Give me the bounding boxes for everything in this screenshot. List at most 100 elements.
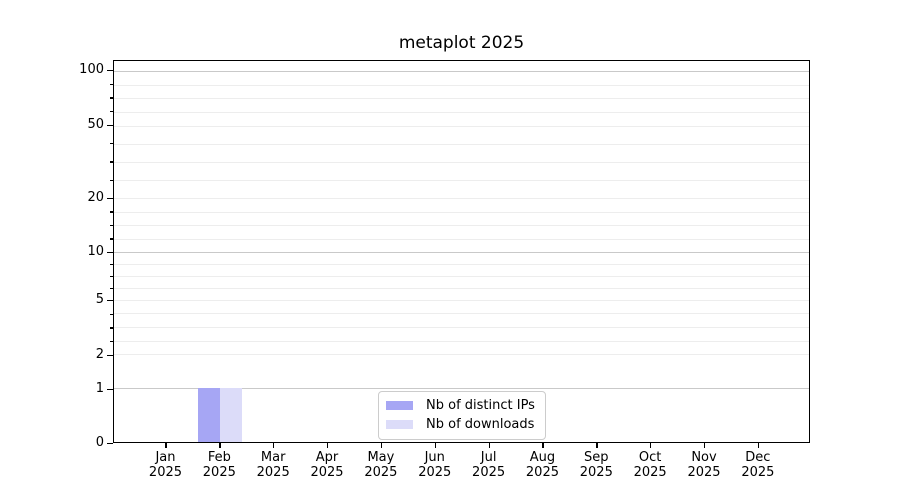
y-tick-mark — [107, 197, 113, 200]
y-minor-gridline — [114, 111, 809, 113]
x-tick-mark — [488, 443, 490, 448]
y-minor-gridline — [114, 238, 809, 240]
x-tick-year: 2025 — [741, 465, 775, 480]
y-minor-gridline — [114, 211, 809, 213]
legend-label: Nb of downloads — [426, 417, 535, 432]
y-tick-label: 1 — [95, 380, 104, 396]
y-minor-gridline — [114, 161, 809, 163]
y-minor-tick-mark — [110, 97, 113, 99]
x-tick-year: 2025 — [256, 465, 290, 480]
y-gridline — [114, 125, 809, 127]
x-tick-year: 2025 — [687, 465, 721, 480]
legend-label: Nb of distinct IPs — [426, 398, 535, 413]
y-tick-mark — [107, 299, 113, 302]
y-minor-tick-mark — [110, 211, 113, 213]
y-tick-mark — [107, 354, 113, 357]
y-minor-tick-mark — [110, 161, 113, 163]
y-tick-mark — [107, 251, 113, 254]
x-tick-mark — [327, 443, 329, 448]
y-minor-tick-mark — [110, 224, 113, 227]
y-minor-gridline — [114, 275, 809, 277]
y-minor-gridline — [114, 225, 809, 227]
y-minor-gridline — [114, 340, 809, 342]
y-minor-tick-mark — [110, 287, 113, 290]
bar-nb-of-downloads — [220, 388, 243, 442]
y-minor-tick-mark — [110, 327, 113, 329]
x-tick-label: Nov 2025 — [672, 450, 736, 480]
x-tick-mark — [165, 443, 167, 448]
y-minor-tick-mark — [110, 143, 113, 145]
legend-row: Nb of distinct IPs — [386, 396, 535, 415]
x-tick-mark — [704, 443, 706, 448]
y-tick-label: 100 — [79, 61, 104, 77]
bar-nb-of-distinct-ips — [198, 388, 221, 442]
x-tick-year: 2025 — [525, 465, 559, 480]
y-minor-gridline — [114, 313, 809, 315]
y-tick-mark — [107, 388, 113, 391]
y-tick-label: 2 — [95, 346, 104, 362]
legend: Nb of distinct IPs Nb of downloads — [378, 391, 546, 440]
x-tick-mark — [542, 443, 544, 448]
y-gridline — [114, 251, 809, 253]
y-tick-label: 50 — [87, 116, 104, 132]
y-tick-label: 0 — [95, 435, 104, 450]
x-tick-label: Jul 2025 — [457, 450, 521, 480]
x-tick-year: 2025 — [202, 465, 236, 480]
x-tick-label: May 2025 — [349, 450, 413, 480]
x-tick-mark — [596, 443, 598, 448]
x-tick-mark — [219, 443, 221, 448]
y-minor-gridline — [114, 98, 809, 100]
x-tick-mark — [650, 443, 652, 448]
y-gridline — [114, 198, 809, 200]
x-tick-year: 2025 — [364, 465, 398, 480]
y-tick-label: 20 — [87, 189, 104, 205]
y-tick-mark — [107, 69, 113, 72]
y-minor-tick-mark — [110, 238, 113, 240]
y-minor-tick-mark — [110, 275, 113, 278]
y-minor-gridline — [114, 327, 809, 329]
y-minor-tick-mark — [110, 263, 113, 266]
x-tick-label: Aug 2025 — [510, 450, 574, 480]
x-tick-year: 2025 — [579, 465, 613, 480]
x-tick-year: 2025 — [418, 465, 452, 480]
y-minor-tick-mark — [110, 179, 113, 181]
y-gridline — [114, 70, 809, 72]
x-tick-label: Feb 2025 — [187, 450, 251, 480]
x-tick-mark — [273, 443, 275, 448]
x-tick-label: Dec 2025 — [726, 450, 790, 480]
plot-area: Nb of distinct IPs Nb of downloads — [113, 60, 810, 443]
y-minor-gridline — [114, 287, 809, 289]
y-minor-tick-mark — [110, 341, 113, 343]
legend-row: Nb of downloads — [386, 415, 535, 434]
y-gridline — [114, 299, 809, 301]
x-tick-label: Sep 2025 — [564, 450, 628, 480]
y-tick-mark — [107, 443, 113, 445]
y-tick-label: 5 — [95, 291, 104, 307]
y-tick-label: 10 — [87, 243, 104, 259]
legend-swatch-icon — [386, 420, 413, 429]
y-minor-gridline — [114, 143, 809, 145]
y-minor-gridline — [114, 180, 809, 182]
x-tick-label: Jan 2025 — [133, 450, 197, 480]
x-tick-label: Jun 2025 — [403, 450, 467, 480]
x-tick-year: 2025 — [633, 465, 667, 480]
y-gridline — [114, 388, 809, 390]
x-tick-year: 2025 — [472, 465, 506, 480]
x-tick-label: Apr 2025 — [295, 450, 359, 480]
legend-swatch-icon — [386, 401, 413, 410]
y-minor-tick-mark — [110, 111, 113, 113]
x-tick-mark — [757, 443, 760, 448]
x-tick-year: 2025 — [310, 465, 344, 480]
x-tick-label: Mar 2025 — [241, 450, 305, 480]
y-tick-mark — [107, 124, 113, 127]
x-tick-mark — [434, 443, 436, 448]
y-minor-tick-mark — [110, 313, 113, 315]
x-tick-mark — [380, 443, 383, 448]
x-tick-year: 2025 — [148, 465, 183, 480]
chart-title: metaplot 2025 — [398, 33, 525, 53]
y-minor-gridline — [114, 263, 809, 265]
y-gridline — [114, 354, 809, 356]
x-tick-label: Oct 2025 — [618, 450, 682, 480]
y-minor-tick-mark — [110, 83, 113, 85]
